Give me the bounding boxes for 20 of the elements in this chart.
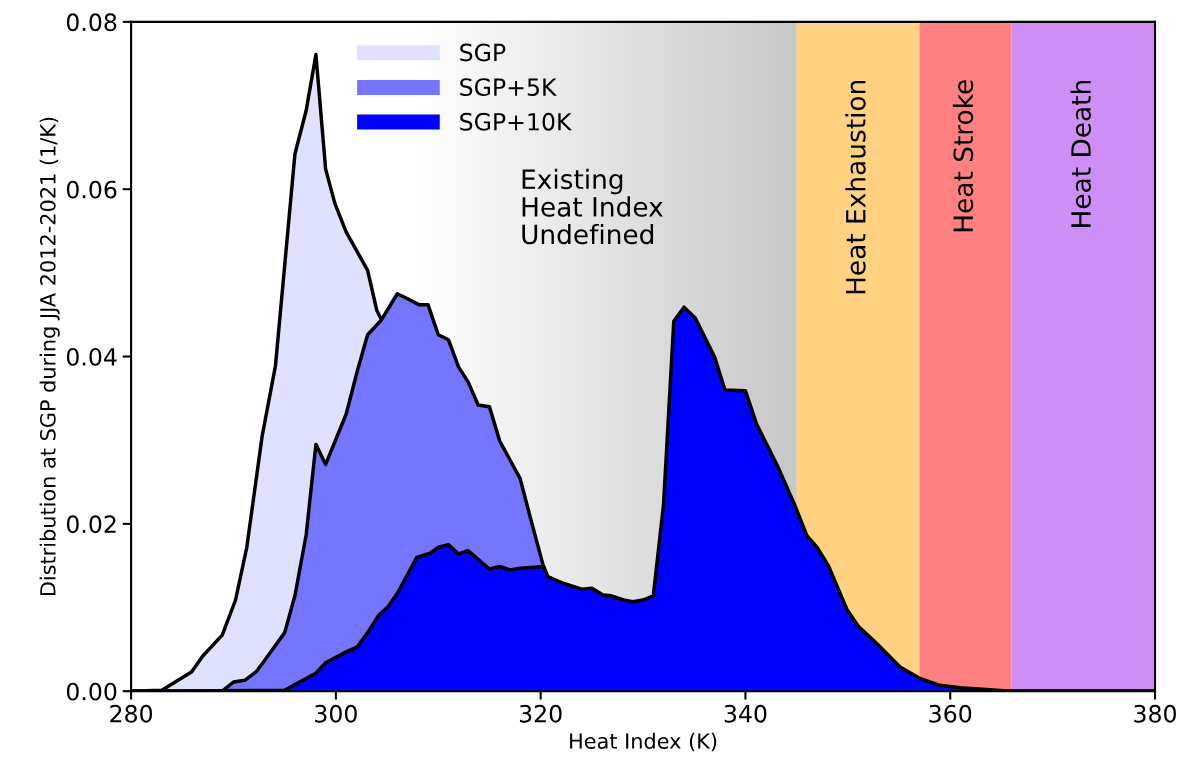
legend-label: SGP [460, 43, 506, 62]
x-tick-label: 380 [1134, 704, 1176, 723]
band-label: Existing Heat Index Undefined [522, 168, 663, 245]
y-tick-label: 0.00 [66, 682, 117, 701]
y-axis-title: Distribution at SGP during JJA 2012-2021 (1/K) [39, 117, 60, 596]
y-tick-label: 0.04 [66, 347, 117, 366]
y-tick-label: 0.02 [66, 515, 116, 534]
x-tick-label: 360 [929, 704, 972, 723]
x-tick-label: 280 [110, 704, 153, 723]
x-tick-label: 340 [724, 704, 767, 723]
x-tick-label: 320 [519, 704, 562, 723]
legend-label: SGP+5K [460, 78, 557, 97]
band-label: Heat Stroke [952, 80, 974, 232]
y-tick-label: 0.06 [66, 180, 117, 199]
legend-label: SGP+10K [460, 112, 572, 131]
band-label: Heat Death [1070, 81, 1091, 227]
x-tick-label: 300 [315, 704, 357, 723]
x-axis-title: Heat Index (K) [570, 732, 717, 752]
y-tick-label: 0.08 [66, 13, 117, 32]
band-label: Heat Exhaustion [845, 81, 866, 294]
